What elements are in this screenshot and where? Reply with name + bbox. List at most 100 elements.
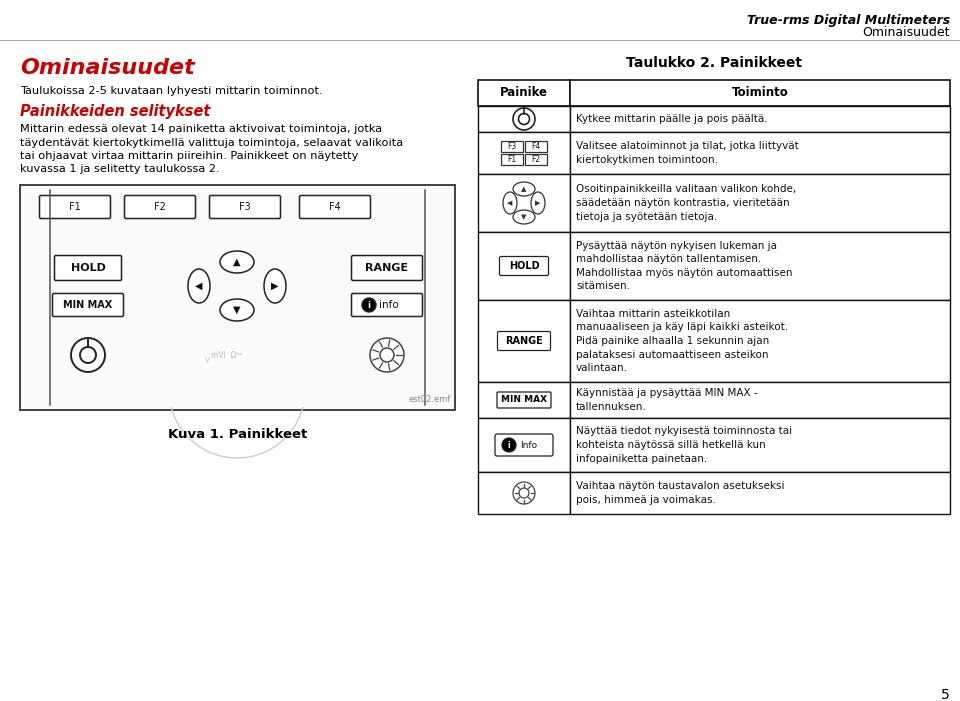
Circle shape: [502, 438, 516, 452]
Text: täydentävät kiertokytkimellä valittuja toimintoja, selaavat valikoita: täydentävät kiertokytkimellä valittuja t…: [20, 137, 403, 147]
Ellipse shape: [513, 182, 535, 196]
FancyBboxPatch shape: [351, 255, 422, 280]
FancyBboxPatch shape: [501, 141, 523, 152]
Text: True-rms Digital Multimeters: True-rms Digital Multimeters: [747, 14, 950, 27]
Text: i: i: [368, 301, 371, 310]
Bar: [478, 132, 570, 174]
Text: Ominaisuudet: Ominaisuudet: [20, 58, 195, 78]
Text: Ominaisuudet: Ominaisuudet: [862, 26, 950, 39]
Circle shape: [518, 114, 530, 125]
FancyBboxPatch shape: [39, 196, 110, 219]
Circle shape: [362, 298, 376, 312]
Circle shape: [513, 108, 535, 130]
Text: HOLD: HOLD: [509, 261, 540, 271]
Text: HOLD: HOLD: [71, 263, 106, 273]
Text: RANGE: RANGE: [366, 263, 409, 273]
Text: mVⅠ  Ωⁿˢ: mVⅠ Ωⁿˢ: [211, 350, 243, 360]
Ellipse shape: [264, 269, 286, 303]
Text: ▼: ▼: [233, 305, 241, 315]
Text: Info: Info: [520, 440, 538, 449]
FancyBboxPatch shape: [495, 434, 553, 456]
Text: ▲: ▲: [233, 257, 241, 267]
Text: F3: F3: [508, 142, 516, 151]
Text: Painikkeiden selitykset: Painikkeiden selitykset: [20, 104, 210, 119]
Text: F4: F4: [329, 202, 341, 212]
FancyBboxPatch shape: [525, 154, 547, 165]
Bar: [570, 382, 950, 418]
Bar: [478, 106, 570, 132]
Ellipse shape: [220, 299, 254, 321]
Bar: [570, 418, 950, 472]
Text: Osoitinpainikkeilla valitaan valikon kohde,
säädetään näytön kontrastia, vierite: Osoitinpainikkeilla valitaan valikon koh…: [576, 184, 796, 222]
Bar: [570, 300, 950, 382]
Text: kuvassa 1 ja selitetty taulukossa 2.: kuvassa 1 ja selitetty taulukossa 2.: [20, 165, 220, 175]
Text: ◀: ◀: [195, 281, 203, 291]
FancyBboxPatch shape: [497, 392, 551, 408]
FancyBboxPatch shape: [53, 294, 124, 316]
Text: MIN MAX: MIN MAX: [63, 300, 112, 310]
Bar: [478, 80, 570, 106]
Text: tai ohjaavat virtaa mittarin piireihin. Painikkeet on näytetty: tai ohjaavat virtaa mittarin piireihin. …: [20, 151, 358, 161]
Text: ▼: ▼: [521, 214, 527, 220]
Text: RANGE: RANGE: [505, 336, 542, 346]
Text: ▶: ▶: [272, 281, 278, 291]
Circle shape: [519, 488, 529, 498]
Bar: [478, 418, 570, 472]
Bar: [570, 472, 950, 514]
Text: Vaihtaa näytön taustavalon asetukseksi
pois, himmeä ja voimakas.: Vaihtaa näytön taustavalon asetukseksi p…: [576, 481, 784, 505]
Circle shape: [380, 348, 394, 362]
FancyBboxPatch shape: [55, 255, 122, 280]
Text: Näyttää tiedot nykyisestä toiminnosta tai
kohteista näytössä sillä hetkellä kun
: Näyttää tiedot nykyisestä toiminnosta ta…: [576, 426, 792, 463]
Text: MIN MAX: MIN MAX: [501, 395, 547, 404]
Text: ▶: ▶: [536, 200, 540, 206]
Text: F3: F3: [239, 202, 251, 212]
Bar: [478, 174, 570, 232]
Bar: [478, 300, 570, 382]
Text: Taulukoissa 2-5 kuvataan lyhyesti mittarin toiminnot.: Taulukoissa 2-5 kuvataan lyhyesti mittar…: [20, 86, 323, 96]
Ellipse shape: [220, 251, 254, 273]
Text: Toiminto: Toiminto: [732, 86, 788, 100]
FancyBboxPatch shape: [497, 332, 550, 350]
Text: F2: F2: [532, 155, 540, 164]
Text: Pysäyttää näytön nykyisen lukeman ja
mahdollistaa näytön tallentamisen.
Mahdolli: Pysäyttää näytön nykyisen lukeman ja mah…: [576, 240, 793, 292]
FancyBboxPatch shape: [125, 196, 196, 219]
Circle shape: [513, 482, 535, 504]
Ellipse shape: [531, 192, 545, 214]
Text: F4: F4: [532, 142, 540, 151]
Ellipse shape: [503, 192, 517, 214]
Text: Taulukko 2. Painikkeet: Taulukko 2. Painikkeet: [626, 56, 802, 70]
Bar: [478, 232, 570, 300]
Text: Mittarin edessä olevat 14 painiketta aktivoivat toimintoja, jotka: Mittarin edessä olevat 14 painiketta akt…: [20, 124, 382, 134]
Bar: [570, 232, 950, 300]
Text: est02.emf: est02.emf: [409, 395, 451, 404]
Text: Vaihtaa mittarin asteikkotilan
manuaaliseen ja käy läpi kaikki asteikot.
Pidä pa: Vaihtaa mittarin asteikkotilan manuaalis…: [576, 309, 788, 373]
Ellipse shape: [188, 269, 210, 303]
Bar: [570, 80, 950, 106]
Bar: [478, 382, 570, 418]
FancyBboxPatch shape: [351, 294, 422, 316]
Ellipse shape: [513, 210, 535, 224]
Bar: [570, 174, 950, 232]
Bar: [478, 472, 570, 514]
FancyBboxPatch shape: [501, 154, 523, 165]
Text: F1: F1: [69, 202, 81, 212]
Text: ◀: ◀: [507, 200, 513, 206]
Text: Kuva 1. Painikkeet: Kuva 1. Painikkeet: [168, 428, 307, 441]
Text: F2: F2: [154, 202, 166, 212]
Text: ▲: ▲: [521, 186, 527, 192]
Text: Käynnistää ja pysäyttää MIN MAX -
tallennuksen.: Käynnistää ja pysäyttää MIN MAX - tallen…: [576, 388, 757, 411]
FancyBboxPatch shape: [525, 141, 547, 152]
Text: Valitsee alatoiminnot ja tilat, jotka liittyvät
kiertokytkimen toimintoon.: Valitsee alatoiminnot ja tilat, jotka li…: [576, 141, 799, 165]
Text: info: info: [379, 300, 398, 310]
Text: i: i: [508, 440, 511, 449]
FancyBboxPatch shape: [499, 257, 548, 275]
Circle shape: [71, 338, 105, 372]
Bar: [570, 106, 950, 132]
FancyBboxPatch shape: [209, 196, 280, 219]
Circle shape: [80, 347, 96, 363]
Circle shape: [370, 338, 404, 372]
Bar: [570, 132, 950, 174]
Bar: [20, 185, 455, 410]
FancyBboxPatch shape: [300, 196, 371, 219]
Text: Kytkee mittarin päälle ja pois päältä.: Kytkee mittarin päälle ja pois päältä.: [576, 114, 768, 124]
